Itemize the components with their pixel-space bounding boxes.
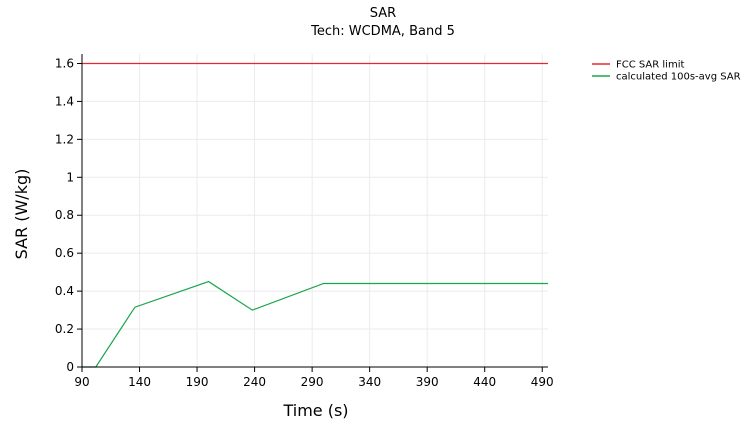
x-tick-label: 440: [473, 375, 496, 389]
y-tick-label: 0.2: [55, 322, 74, 336]
axes: 90 140 190 240 290 340 390 440 490 0 0.2 0.4 0.6 0.8 1…: [55, 54, 554, 389]
x-tick-label: 340: [358, 375, 381, 389]
y-tick-label: 1.6: [55, 56, 74, 70]
y-tick-label: 1.2: [55, 132, 74, 146]
y-tick-label: 1: [66, 170, 74, 184]
grid: [81, 54, 548, 368]
x-tick-label: 240: [243, 375, 266, 389]
y-tick-label: 0.6: [55, 246, 74, 260]
x-tick-label: 90: [74, 375, 89, 389]
y-tick-label: 1.4: [55, 94, 74, 108]
series-line-1: [82, 280, 548, 368]
y-tick-label: 0.8: [55, 208, 74, 222]
x-tick-label: 190: [186, 375, 209, 389]
x-axis-title: Time (s): [282, 401, 348, 420]
chart-subtitle: Tech: WCDMA, Band 5: [310, 24, 455, 39]
x-tick-label: 140: [128, 375, 151, 389]
x-tick-label: 290: [301, 375, 324, 389]
x-tick-label: 390: [416, 375, 439, 389]
chart-title: SAR: [370, 6, 396, 21]
y-tick-label: 0: [66, 360, 74, 374]
legend-label: calculated 100s-avg SAR: [616, 72, 741, 83]
legend-label: FCC SAR limit: [616, 60, 684, 71]
y-tick-label: 0.4: [55, 284, 74, 298]
y-axis-title: SAR (W/kg): [12, 169, 31, 260]
x-tick-label: 490: [531, 375, 554, 389]
